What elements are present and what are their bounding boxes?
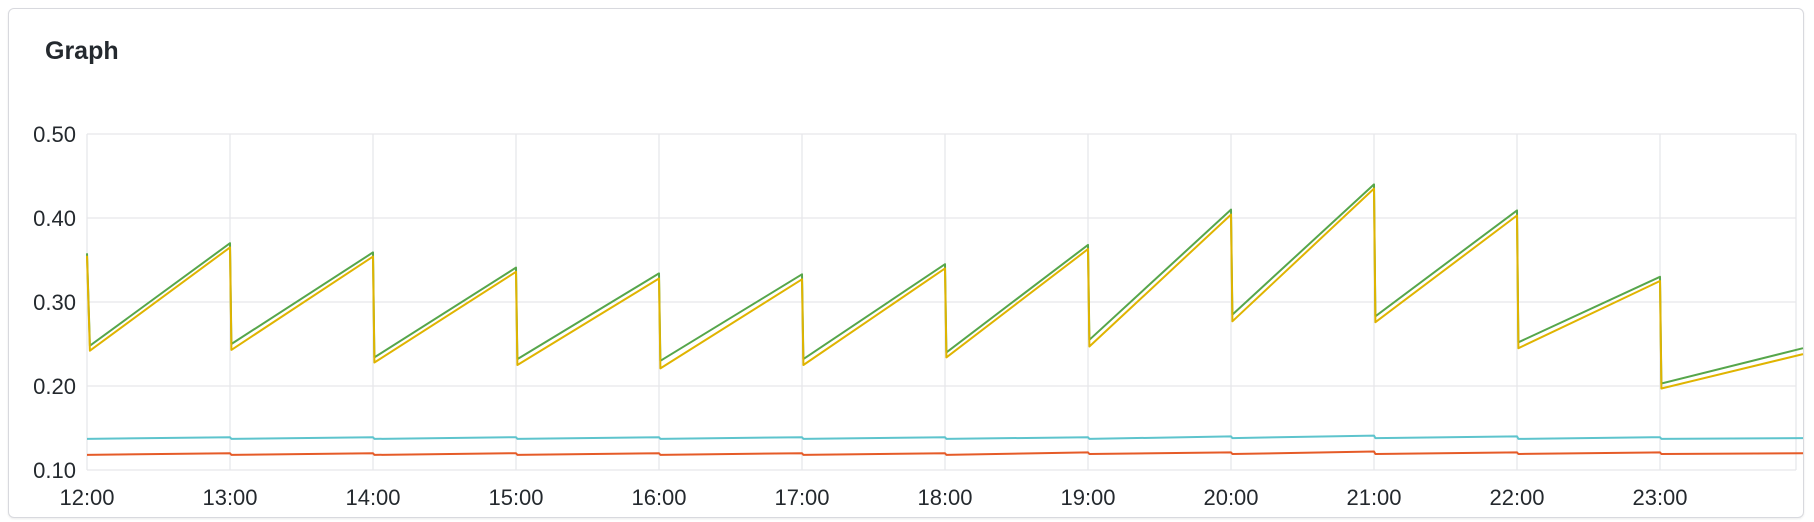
x-tick-label: 23:00 — [1632, 485, 1687, 510]
series-line-4 — [86, 450, 1804, 456]
series-line-1 — [86, 183, 1804, 385]
grid-lines — [86, 133, 1797, 471]
x-tick-label: 12:00 — [59, 485, 114, 510]
y-tick-label: 0.40 — [33, 206, 76, 231]
x-tick-label: 14:00 — [345, 485, 400, 510]
x-tick-label: 17:00 — [774, 485, 829, 510]
series-line-2 — [86, 187, 1804, 390]
y-axis-ticks: 0.10 0.20 0.30 0.40 0.50 — [33, 122, 76, 483]
graph-panel: Graph — [8, 8, 1804, 518]
y-tick-label: 0.30 — [33, 290, 76, 315]
x-axis-ticks: 12:00 13:00 14:00 15:00 16:00 17:00 18:00 19:00… — [59, 485, 1687, 510]
x-tick-label: 20:00 — [1203, 485, 1258, 510]
x-tick-label: 22:00 — [1489, 485, 1544, 510]
x-tick-label: 16:00 — [631, 485, 686, 510]
series-line-3 — [86, 434, 1804, 440]
x-tick-label: 21:00 — [1346, 485, 1401, 510]
x-tick-label: 15:00 — [488, 485, 543, 510]
y-tick-label: 0.20 — [33, 374, 76, 399]
y-tick-label: 0.50 — [33, 122, 76, 147]
panel-title: Graph — [45, 37, 119, 65]
y-tick-label: 0.10 — [33, 458, 76, 483]
series-lines — [86, 183, 1804, 456]
x-tick-label: 19:00 — [1060, 485, 1115, 510]
x-tick-label: 13:00 — [202, 485, 257, 510]
x-tick-label: 18:00 — [917, 485, 972, 510]
